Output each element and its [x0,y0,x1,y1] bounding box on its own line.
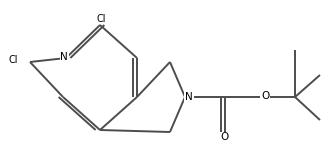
Text: N: N [60,52,68,62]
Text: Cl: Cl [97,14,107,24]
Text: Cl: Cl [8,55,18,65]
Text: O: O [221,132,229,142]
Text: O: O [261,91,269,101]
Text: N: N [185,92,193,102]
